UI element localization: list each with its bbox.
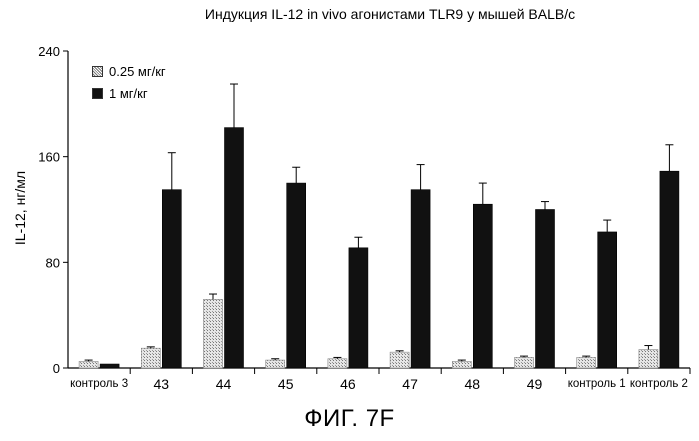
bar-low-dose [452,361,471,368]
x-tick-label: 49 [527,376,543,392]
legend-item-low-dose: 0.25 мг/кг [92,60,166,82]
bar-high-dose [100,364,119,368]
y-tick-label: 240 [38,44,60,59]
bar-low-dose [639,350,658,368]
bar-low-dose [328,359,347,368]
bar-low-dose [204,299,223,368]
x-tick-label: 43 [154,376,170,392]
x-tick-label: контроль 2 [630,378,688,390]
legend-item-high-dose: 1 мг/кг [92,82,166,104]
bar-low-dose [390,352,409,368]
legend-label-low-dose: 0.25 мг/кг [109,64,166,79]
bar-high-dose [473,204,492,368]
x-tick-label: контроль 1 [568,378,626,390]
x-tick-label: 47 [402,376,418,392]
bar-high-dose [536,210,555,369]
y-tick-label: 80 [46,255,60,270]
legend-swatch-high-dose [92,88,103,99]
x-tick-label: 45 [278,376,294,392]
bar-high-dose [162,190,181,368]
legend-swatch-low-dose [92,66,103,77]
x-tick-label: 44 [216,376,232,392]
bar-low-dose [141,348,160,368]
bar-high-dose [598,232,617,368]
bar-high-dose [411,190,430,368]
y-tick-label: 160 [38,150,60,165]
bar-high-dose [287,183,306,368]
x-tick-label: 46 [340,376,356,392]
bar-high-dose [225,128,244,368]
legend: 0.25 мг/кг 1 мг/кг [92,60,166,104]
legend-label-high-dose: 1 мг/кг [109,86,148,101]
y-tick-label: 0 [53,361,60,376]
bar-high-dose [349,248,368,368]
figure-caption: ФИГ. 7F [0,405,699,433]
bar-low-dose [79,361,98,368]
bar-low-dose [266,360,285,368]
bar-low-dose [515,357,534,368]
bar-high-dose [660,171,679,368]
x-tick-label: контроль 3 [70,378,128,390]
x-tick-label: 48 [465,376,481,392]
bar-low-dose [577,357,596,368]
